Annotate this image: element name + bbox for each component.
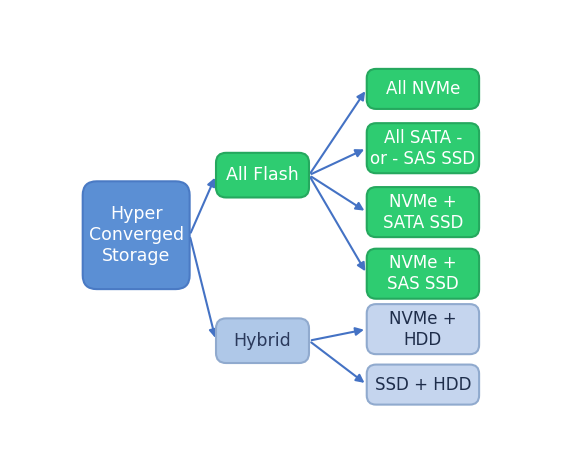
FancyBboxPatch shape <box>367 304 479 354</box>
Text: SSD + HDD: SSD + HDD <box>375 376 471 393</box>
Text: NVMe +
SATA SSD: NVMe + SATA SSD <box>383 193 463 232</box>
FancyBboxPatch shape <box>367 69 479 109</box>
Text: All NVMe: All NVMe <box>386 80 460 98</box>
FancyBboxPatch shape <box>367 187 479 237</box>
FancyBboxPatch shape <box>216 319 309 363</box>
FancyBboxPatch shape <box>367 249 479 299</box>
FancyBboxPatch shape <box>216 153 309 198</box>
Text: Hybrid: Hybrid <box>234 332 292 350</box>
Text: All SATA -
or - SAS SSD: All SATA - or - SAS SSD <box>370 129 475 167</box>
Text: Hyper
Converged
Storage: Hyper Converged Storage <box>89 206 184 265</box>
FancyBboxPatch shape <box>83 181 189 289</box>
Text: All Flash: All Flash <box>226 166 299 184</box>
Text: NVMe +
SAS SSD: NVMe + SAS SSD <box>387 254 459 293</box>
FancyBboxPatch shape <box>367 365 479 405</box>
FancyBboxPatch shape <box>367 123 479 173</box>
Text: NVMe +
HDD: NVMe + HDD <box>389 310 457 349</box>
